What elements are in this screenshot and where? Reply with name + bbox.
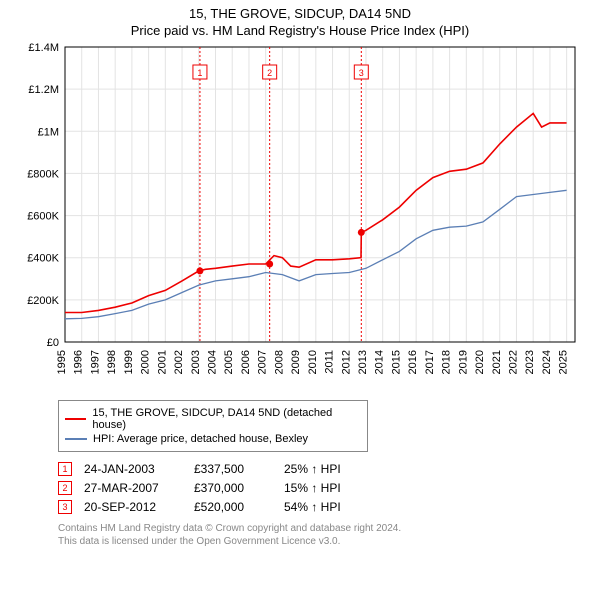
svg-text:£800K: £800K <box>27 168 59 180</box>
footer-attribution: Contains HM Land Registry data © Crown c… <box>58 522 600 548</box>
svg-text:2017: 2017 <box>424 350 436 374</box>
chart-svg: £0 £200K £400K £600K £800K £1M £1.2M £1.4M 1995 1… <box>20 42 580 392</box>
footer-line: Contains HM Land Registry data © Crown c… <box>58 522 600 535</box>
footer-line: This data is licensed under the Open Gov… <box>58 535 600 548</box>
svg-text:1: 1 <box>197 68 202 78</box>
svg-text:2016: 2016 <box>407 350 419 374</box>
svg-text:2024: 2024 <box>541 350 553 374</box>
svg-text:2003: 2003 <box>190 350 202 374</box>
legend-swatch-property <box>65 418 86 420</box>
svg-text:2013: 2013 <box>357 350 369 374</box>
svg-text:2025: 2025 <box>558 350 570 374</box>
legend-row-property: 15, THE GROVE, SIDCUP, DA14 5ND (detache… <box>65 407 361 431</box>
svg-text:3: 3 <box>359 68 364 78</box>
svg-text:2019: 2019 <box>457 350 469 374</box>
chart-area: £0 £200K £400K £600K £800K £1M £1.2M £1.4M 1995 1… <box>20 42 580 392</box>
legend-swatch-hpi <box>65 438 87 440</box>
svg-text:1996: 1996 <box>73 350 85 374</box>
event-row: 2 27-MAR-2007 £370,000 15% ↑ HPI <box>58 481 600 495</box>
event-row: 3 20-SEP-2012 £520,000 54% ↑ HPI <box>58 500 600 514</box>
svg-text:2000: 2000 <box>140 350 152 374</box>
svg-text:2001: 2001 <box>156 350 168 374</box>
event-delta: 25% ↑ HPI <box>284 462 384 476</box>
event-date: 27-MAR-2007 <box>84 481 194 495</box>
svg-text:£1.4M: £1.4M <box>28 42 59 54</box>
event-marker-icon: 1 <box>58 462 72 476</box>
svg-text:2014: 2014 <box>374 350 386 374</box>
event-price: £370,000 <box>194 481 284 495</box>
svg-text:2022: 2022 <box>507 350 519 374</box>
svg-text:2009: 2009 <box>290 350 302 374</box>
svg-text:£1M: £1M <box>38 126 59 138</box>
event-marker-icon: 3 <box>58 500 72 514</box>
legend-box: 15, THE GROVE, SIDCUP, DA14 5ND (detache… <box>58 400 368 452</box>
svg-text:2011: 2011 <box>324 350 336 374</box>
event-price: £520,000 <box>194 500 284 514</box>
svg-text:1998: 1998 <box>106 350 118 374</box>
event-delta: 54% ↑ HPI <box>284 500 384 514</box>
legend-row-hpi: HPI: Average price, detached house, Bexl… <box>65 433 361 445</box>
event-date: 20-SEP-2012 <box>84 500 194 514</box>
legend-label-property: 15, THE GROVE, SIDCUP, DA14 5ND (detache… <box>92 407 361 431</box>
svg-text:2007: 2007 <box>257 350 269 374</box>
svg-text:£200K: £200K <box>27 295 59 307</box>
svg-text:2010: 2010 <box>307 350 319 374</box>
svg-text:2020: 2020 <box>474 350 486 374</box>
svg-text:2005: 2005 <box>223 350 235 374</box>
svg-text:1997: 1997 <box>89 350 101 374</box>
svg-text:£400K: £400K <box>27 253 59 265</box>
svg-text:£0: £0 <box>47 337 59 349</box>
svg-text:2023: 2023 <box>524 350 536 374</box>
svg-text:2008: 2008 <box>273 350 285 374</box>
svg-text:1999: 1999 <box>123 350 135 374</box>
legend-label-hpi: HPI: Average price, detached house, Bexl… <box>93 433 308 445</box>
svg-text:2006: 2006 <box>240 350 252 374</box>
svg-text:2004: 2004 <box>206 350 218 374</box>
event-price: £337,500 <box>194 462 284 476</box>
svg-text:2018: 2018 <box>441 350 453 374</box>
svg-text:2: 2 <box>267 68 272 78</box>
svg-text:2015: 2015 <box>390 350 402 374</box>
svg-text:1995: 1995 <box>56 350 68 374</box>
chart-title: 15, THE GROVE, SIDCUP, DA14 5ND <box>0 6 600 21</box>
svg-text:£600K: £600K <box>27 211 59 223</box>
svg-text:2002: 2002 <box>173 350 185 374</box>
events-table: 1 24-JAN-2003 £337,500 25% ↑ HPI 2 27-MA… <box>58 462 600 514</box>
chart-container: 15, THE GROVE, SIDCUP, DA14 5ND Price pa… <box>0 6 600 596</box>
svg-text:2021: 2021 <box>491 350 503 374</box>
svg-text:£1.2M: £1.2M <box>28 84 59 96</box>
event-date: 24-JAN-2003 <box>84 462 194 476</box>
event-marker-icon: 2 <box>58 481 72 495</box>
chart-subtitle: Price paid vs. HM Land Registry's House … <box>0 23 600 38</box>
event-row: 1 24-JAN-2003 £337,500 25% ↑ HPI <box>58 462 600 476</box>
event-delta: 15% ↑ HPI <box>284 481 384 495</box>
svg-text:2012: 2012 <box>340 350 352 374</box>
